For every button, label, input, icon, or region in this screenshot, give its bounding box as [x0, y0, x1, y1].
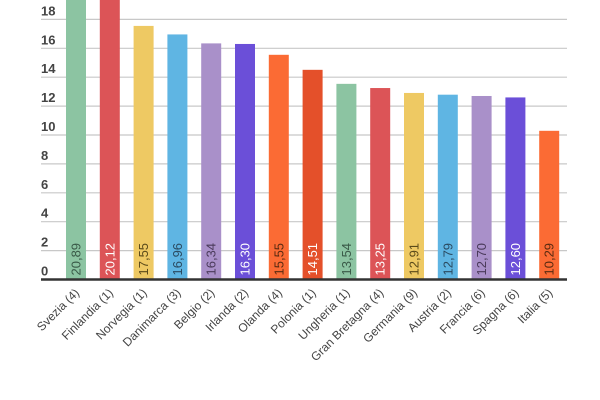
bar-value-label: 17,55 — [136, 243, 151, 276]
bar-group: 16,34 — [201, 43, 222, 280]
bar-group: 12,70 — [471, 95, 492, 280]
bar-value-label: 10,29 — [542, 243, 557, 276]
y-tick-label: 8 — [41, 148, 48, 163]
bar — [539, 130, 560, 280]
bar — [235, 43, 255, 280]
y-tick-label: 2 — [41, 235, 48, 250]
bar-value-label: 13,54 — [339, 243, 354, 276]
bar — [99, 0, 120, 280]
y-tick-label: 18 — [41, 3, 55, 18]
y-tick-label: 6 — [41, 177, 48, 192]
bar-value-label: 12,79 — [440, 243, 455, 276]
bar-group: 12,60 — [505, 97, 526, 280]
bar — [471, 95, 492, 280]
y-tick-label: 14 — [41, 61, 56, 76]
bar-value-label: 13,25 — [373, 243, 388, 276]
bar — [268, 54, 289, 280]
bar-value-label: 16,30 — [238, 243, 253, 276]
bar-value-label: 12,60 — [508, 243, 523, 276]
bar-group: 15,55 — [268, 54, 289, 280]
y-tick-label: 16 — [41, 32, 55, 47]
bar-group: 16,30 — [235, 43, 255, 280]
bar-group: 17,55 — [133, 25, 154, 280]
bar — [404, 92, 424, 280]
y-tick-label: 0 — [41, 264, 48, 279]
bar — [370, 88, 391, 280]
bar — [437, 94, 458, 280]
y-axis-ticks: 0 2 4 6 8 10 12 14 16 18 — [41, 3, 56, 278]
bar-value-label: 12,70 — [474, 243, 489, 276]
bar-value-label: 16,96 — [170, 243, 185, 276]
y-tick-label: 10 — [41, 119, 55, 134]
x-axis-labels: Svezia (4)Finlandia (1)Norvegia (1)Danim… — [34, 286, 555, 364]
bar-value-label: 20,89 — [69, 243, 84, 276]
y-tick-label: 12 — [41, 90, 55, 105]
bars: 20,89 20,12 17,55 16,96 16,34 16,30 15,55 14,51… — [66, 0, 560, 280]
bar-group: 12,91 — [404, 92, 424, 280]
bar — [133, 25, 154, 280]
bar — [201, 43, 222, 280]
bar — [66, 0, 86, 280]
bar-value-label: 20,12 — [102, 243, 117, 276]
bar-value-label: 14,51 — [305, 243, 320, 276]
bar-value-label: 15,55 — [271, 243, 286, 276]
bar-value-label: 16,34 — [204, 243, 219, 276]
bar — [336, 83, 357, 280]
bar-group: 13,54 — [336, 83, 357, 280]
bar-group: 16,96 — [167, 34, 188, 280]
bar-group: 20,89 — [66, 0, 86, 280]
y-tick-label: 4 — [41, 206, 49, 221]
bar — [302, 69, 323, 280]
bar-group: 13,25 — [370, 88, 391, 280]
bar-group: 20,12 — [99, 0, 120, 280]
bar — [505, 97, 526, 280]
bar-group: 12,79 — [437, 94, 458, 280]
bar-group: 10,29 — [539, 130, 560, 280]
x-tick-label: Italia (5) — [515, 286, 556, 327]
bar — [167, 34, 188, 280]
bar-value-label: 12,91 — [407, 243, 422, 276]
bar-group: 14,51 — [302, 69, 323, 280]
